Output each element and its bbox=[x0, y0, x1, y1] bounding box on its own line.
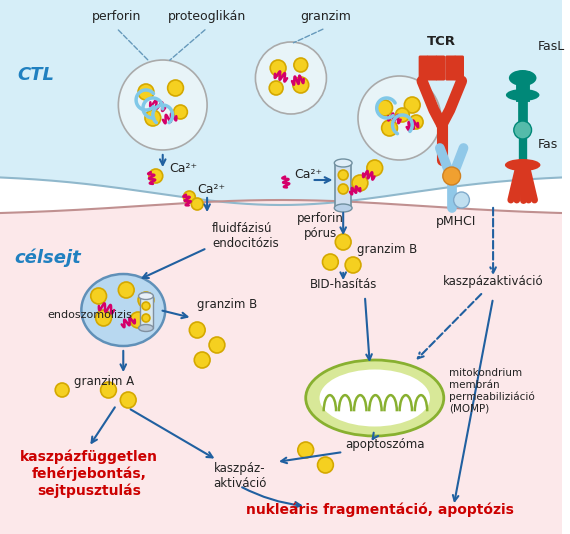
Text: kaszpázfüggetlen
fehérjebontás,
sejtpusztulás: kaszpázfüggetlen fehérjebontás, sejtpusz… bbox=[20, 450, 158, 498]
FancyBboxPatch shape bbox=[335, 163, 351, 208]
Circle shape bbox=[323, 254, 338, 270]
Text: pMHCI: pMHCI bbox=[435, 215, 476, 228]
Circle shape bbox=[293, 77, 309, 93]
FancyBboxPatch shape bbox=[454, 56, 464, 81]
Circle shape bbox=[317, 457, 333, 473]
FancyBboxPatch shape bbox=[140, 296, 153, 328]
Circle shape bbox=[174, 105, 188, 119]
FancyBboxPatch shape bbox=[418, 56, 429, 81]
Text: BID-hasítás: BID-hasítás bbox=[310, 278, 377, 291]
Circle shape bbox=[130, 312, 146, 328]
Circle shape bbox=[269, 81, 283, 95]
Circle shape bbox=[96, 310, 112, 326]
Text: kaszpázaktiváció: kaszpázaktiváció bbox=[443, 275, 543, 288]
Text: FasL: FasL bbox=[538, 40, 565, 53]
Circle shape bbox=[396, 108, 409, 122]
Circle shape bbox=[454, 192, 470, 208]
Text: TCR: TCR bbox=[428, 35, 457, 48]
Text: kaszpáz-
aktiváció: kaszpáz- aktiváció bbox=[213, 462, 266, 490]
Text: endoszomolizis: endoszomolizis bbox=[47, 310, 132, 320]
Circle shape bbox=[120, 392, 136, 408]
Circle shape bbox=[294, 58, 308, 72]
Ellipse shape bbox=[506, 89, 539, 101]
Circle shape bbox=[409, 115, 423, 129]
Ellipse shape bbox=[320, 370, 430, 427]
Ellipse shape bbox=[82, 274, 165, 346]
Ellipse shape bbox=[335, 204, 352, 212]
Text: granzim B: granzim B bbox=[197, 298, 258, 311]
Text: nukleáris fragmentáció, apoptózis: nukleáris fragmentáció, apoptózis bbox=[246, 502, 514, 517]
Circle shape bbox=[358, 76, 441, 160]
Circle shape bbox=[138, 84, 154, 100]
Circle shape bbox=[192, 198, 203, 210]
Text: Fas: Fas bbox=[538, 138, 557, 151]
Text: granzim B: granzim B bbox=[357, 243, 417, 256]
Ellipse shape bbox=[139, 325, 153, 332]
Circle shape bbox=[194, 352, 210, 368]
Text: Ca²⁺: Ca²⁺ bbox=[197, 183, 225, 196]
Ellipse shape bbox=[335, 159, 352, 167]
Circle shape bbox=[142, 302, 150, 310]
Circle shape bbox=[404, 97, 420, 113]
Circle shape bbox=[138, 292, 154, 308]
Circle shape bbox=[338, 184, 348, 194]
Circle shape bbox=[377, 100, 393, 116]
Ellipse shape bbox=[509, 70, 536, 86]
FancyBboxPatch shape bbox=[435, 56, 445, 81]
Circle shape bbox=[189, 322, 205, 338]
Circle shape bbox=[91, 288, 107, 304]
Text: apoptoszóma: apoptoszóma bbox=[345, 438, 424, 451]
Circle shape bbox=[514, 121, 532, 139]
Text: mitokondrium
membrán
permeabiliziáció
(MOMP): mitokondrium membrán permeabiliziáció (M… bbox=[449, 368, 535, 413]
Text: perforin
pórus: perforin pórus bbox=[297, 212, 344, 240]
Ellipse shape bbox=[505, 159, 540, 171]
Circle shape bbox=[142, 314, 150, 322]
Circle shape bbox=[119, 60, 207, 150]
FancyBboxPatch shape bbox=[426, 56, 437, 81]
Text: CTL: CTL bbox=[18, 66, 55, 84]
Ellipse shape bbox=[139, 293, 153, 300]
Text: granzim: granzim bbox=[300, 10, 351, 23]
Circle shape bbox=[255, 42, 327, 114]
Text: fluidfázisú
endocitózis: fluidfázisú endocitózis bbox=[212, 222, 279, 250]
Text: perforin: perforin bbox=[92, 10, 141, 23]
Circle shape bbox=[335, 234, 351, 250]
Circle shape bbox=[367, 160, 382, 176]
Circle shape bbox=[55, 383, 69, 397]
FancyBboxPatch shape bbox=[445, 56, 456, 81]
Circle shape bbox=[168, 80, 184, 96]
Ellipse shape bbox=[306, 360, 444, 436]
Circle shape bbox=[119, 282, 134, 298]
Circle shape bbox=[209, 337, 225, 353]
Circle shape bbox=[352, 175, 368, 191]
Text: Ca²⁺: Ca²⁺ bbox=[170, 162, 198, 175]
Text: proteoglikán: proteoglikán bbox=[168, 10, 246, 23]
Circle shape bbox=[100, 382, 116, 398]
Circle shape bbox=[345, 257, 361, 273]
Circle shape bbox=[149, 169, 162, 183]
Text: Ca²⁺: Ca²⁺ bbox=[294, 168, 322, 181]
Circle shape bbox=[298, 442, 314, 458]
Circle shape bbox=[184, 191, 196, 203]
Circle shape bbox=[382, 120, 397, 136]
Circle shape bbox=[270, 60, 286, 76]
Circle shape bbox=[145, 110, 161, 126]
Circle shape bbox=[338, 170, 348, 180]
Text: granzim A: granzim A bbox=[74, 375, 134, 388]
Polygon shape bbox=[0, 200, 562, 534]
Circle shape bbox=[443, 167, 461, 185]
Text: célsejt: célsejt bbox=[15, 249, 82, 267]
Polygon shape bbox=[0, 0, 562, 205]
